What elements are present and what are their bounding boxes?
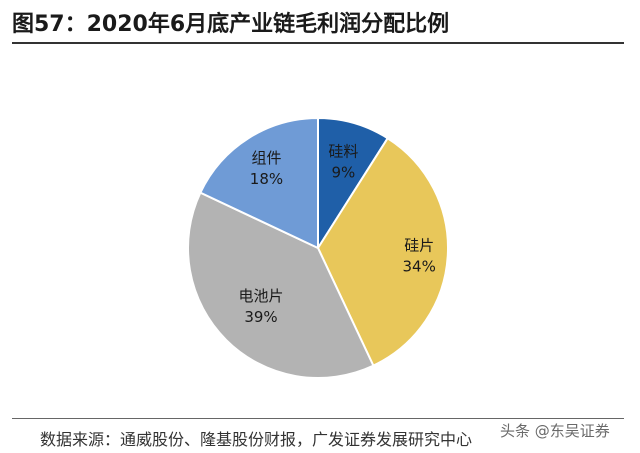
- watermark: 头条 @东吴证券: [500, 422, 610, 440]
- slice-value-label: 9%: [331, 164, 355, 182]
- slice-category-label: 组件: [251, 149, 281, 167]
- source-note: 数据来源：通威股份、隆基股份财报，广发证券发展研究中心: [40, 430, 473, 449]
- chart-title: 图57：2020年6月底产业链毛利润分配比例: [12, 12, 450, 37]
- source-divider: [12, 418, 624, 419]
- pie-slice-3: [187, 191, 375, 379]
- title-divider: [12, 42, 624, 44]
- pie-slice-4: [199, 116, 319, 250]
- slice-value-label: 34%: [403, 257, 436, 275]
- slice-category-label: 硅料: [328, 143, 358, 161]
- slice-category-label: 硅片: [404, 236, 434, 254]
- slice-category-label: 电池片: [238, 287, 283, 305]
- pie-slice-2: [316, 136, 449, 367]
- slice-value-label: 39%: [244, 308, 277, 326]
- slice-value-label: 18%: [250, 170, 283, 188]
